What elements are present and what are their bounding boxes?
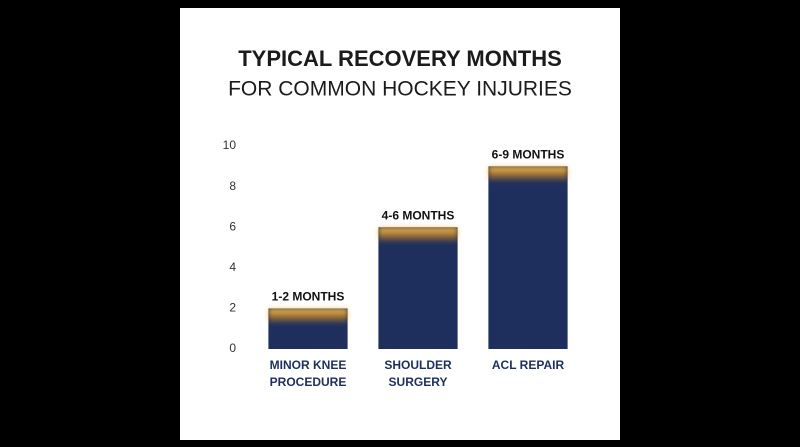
- bar-glow: [268, 308, 348, 325]
- value-label: 6-9 MONTHS: [492, 147, 565, 161]
- value-label: 1-2 MONTHS: [272, 290, 345, 304]
- x-tick-label: SURGERY: [389, 375, 448, 389]
- y-tick-label: 0: [229, 341, 236, 355]
- y-tick-label: 8: [229, 179, 236, 193]
- x-tick-label: ACL REPAIR: [492, 358, 565, 372]
- y-tick-label: 10: [223, 138, 237, 152]
- x-tick-label: SHOULDER: [384, 358, 452, 372]
- y-tick-label: 6: [229, 219, 236, 233]
- x-tick-label: MINOR KNEE: [270, 358, 347, 372]
- y-tick-label: 4: [229, 260, 236, 274]
- bar: [378, 227, 458, 349]
- y-tick-label: 2: [229, 301, 236, 315]
- chart-title: TYPICAL RECOVERY MONTHS: [238, 46, 562, 71]
- bar: [488, 166, 568, 349]
- x-tick-label: PROCEDURE: [270, 375, 347, 389]
- bar-glow: [378, 227, 458, 244]
- chart-subtitle: FOR COMMON HOCKEY INJURIES: [228, 78, 572, 101]
- value-label: 4-6 MONTHS: [382, 208, 455, 222]
- bar-glow: [488, 166, 568, 183]
